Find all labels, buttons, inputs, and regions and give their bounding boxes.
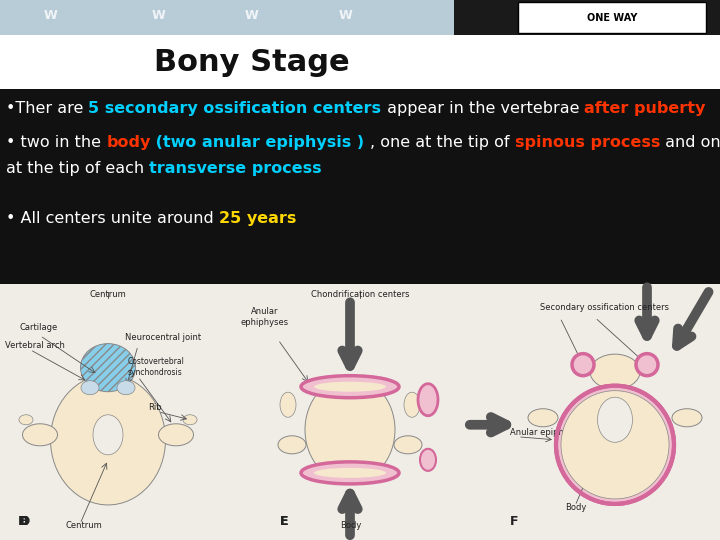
Text: Neurocentral joint: Neurocentral joint	[125, 333, 201, 342]
Text: , one at the tip of: , one at the tip of	[370, 135, 515, 150]
Text: body: body	[106, 135, 150, 150]
Text: W: W	[43, 9, 58, 22]
Ellipse shape	[301, 462, 399, 484]
Text: D: D	[18, 515, 28, 528]
Ellipse shape	[598, 397, 632, 442]
Text: and one: and one	[660, 135, 720, 150]
Text: Rib: Rib	[148, 403, 161, 411]
Ellipse shape	[557, 387, 672, 502]
Ellipse shape	[301, 376, 399, 398]
Text: Anular
ephiphyses: Anular ephiphyses	[241, 307, 289, 327]
Bar	[454, 0, 720, 35]
Text: W: W	[245, 9, 259, 22]
Ellipse shape	[305, 377, 395, 482]
Ellipse shape	[420, 449, 436, 471]
Text: appear in the vertebrae: appear in the vertebrae	[382, 101, 584, 116]
Text: Centrum: Centrum	[89, 289, 127, 299]
Ellipse shape	[420, 449, 436, 471]
Text: E: E	[20, 515, 29, 528]
Text: 25 years: 25 years	[219, 211, 296, 226]
Text: 5 secondary ossification centers: 5 secondary ossification centers	[89, 101, 382, 116]
Text: at the tip of each: at the tip of each	[6, 161, 149, 176]
Ellipse shape	[81, 343, 135, 392]
Text: after puberty: after puberty	[584, 101, 706, 116]
Text: E: E	[280, 515, 289, 528]
Text: spinous process: spinous process	[515, 135, 660, 150]
Text: E: E	[280, 515, 289, 528]
Ellipse shape	[561, 391, 669, 499]
Bar	[0, 0, 454, 35]
Ellipse shape	[22, 424, 58, 446]
Text: • All centers unite around: • All centers unite around	[6, 211, 219, 226]
Text: Cartilage: Cartilage	[20, 322, 58, 332]
Ellipse shape	[158, 424, 194, 446]
Text: •Ther are: •Ther are	[6, 101, 89, 116]
Ellipse shape	[556, 386, 674, 504]
Ellipse shape	[572, 354, 594, 376]
Text: Secondary ossification centers: Secondary ossification centers	[540, 302, 669, 312]
Ellipse shape	[314, 468, 386, 478]
Ellipse shape	[394, 436, 422, 454]
Text: Chondrification centers: Chondrification centers	[311, 289, 409, 299]
Ellipse shape	[418, 384, 438, 416]
Text: Body: Body	[340, 521, 361, 530]
Text: Centrum: Centrum	[65, 521, 102, 530]
Text: D: D	[20, 515, 30, 528]
Text: Vertebral arch: Vertebral arch	[5, 341, 65, 349]
Text: Bony Stage: Bony Stage	[154, 48, 350, 77]
Ellipse shape	[93, 415, 123, 455]
Ellipse shape	[81, 381, 99, 395]
Text: (two anular epiphysis ): (two anular epiphysis )	[150, 135, 370, 150]
Ellipse shape	[278, 436, 306, 454]
Text: W: W	[338, 9, 353, 22]
Text: transverse process: transverse process	[149, 161, 322, 176]
Text: W: W	[151, 9, 166, 22]
Text: • two in the: • two in the	[6, 135, 106, 150]
Ellipse shape	[636, 354, 658, 376]
Ellipse shape	[314, 382, 386, 392]
Ellipse shape	[528, 409, 558, 427]
Ellipse shape	[590, 354, 640, 389]
Text: Costovertebral
synchondrosis: Costovertebral synchondrosis	[128, 357, 185, 377]
Text: Anular epiphysis: Anular epiphysis	[510, 428, 580, 437]
Ellipse shape	[117, 381, 135, 395]
Text: Body: Body	[565, 503, 586, 512]
Text: ONE WAY: ONE WAY	[587, 12, 637, 23]
Ellipse shape	[280, 392, 296, 417]
Ellipse shape	[19, 415, 33, 425]
Ellipse shape	[672, 409, 702, 427]
Text: F: F	[510, 515, 518, 528]
Ellipse shape	[404, 392, 420, 417]
Bar	[518, 2, 706, 33]
Ellipse shape	[418, 384, 438, 416]
Ellipse shape	[50, 375, 166, 505]
Ellipse shape	[183, 415, 197, 425]
